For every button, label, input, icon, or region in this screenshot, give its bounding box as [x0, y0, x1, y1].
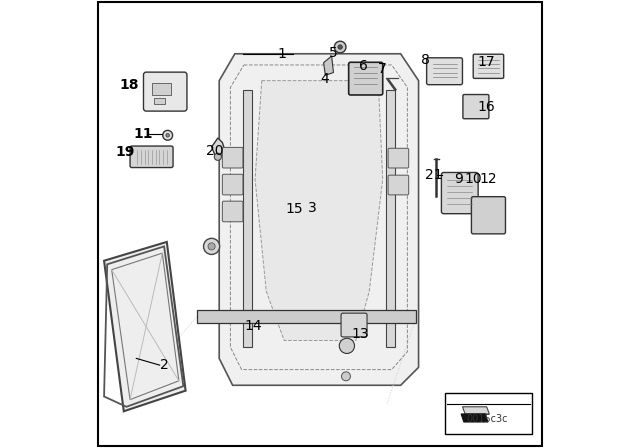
FancyBboxPatch shape	[222, 201, 243, 222]
FancyBboxPatch shape	[473, 54, 504, 78]
Text: 18: 18	[120, 78, 139, 92]
FancyBboxPatch shape	[130, 146, 173, 168]
Text: 11: 11	[133, 127, 153, 142]
Text: 0015c3c: 0015c3c	[467, 414, 508, 424]
Text: 8: 8	[421, 53, 429, 67]
Text: 4: 4	[321, 72, 330, 86]
Text: 21: 21	[426, 168, 443, 182]
Text: 20: 20	[205, 144, 223, 159]
Polygon shape	[461, 414, 488, 422]
Text: 6: 6	[360, 59, 369, 73]
Polygon shape	[104, 242, 186, 411]
Text: 3: 3	[308, 201, 317, 215]
Circle shape	[214, 153, 221, 160]
Bar	[445, 393, 532, 434]
Bar	[152, 83, 171, 95]
Bar	[154, 98, 165, 104]
Polygon shape	[220, 54, 419, 385]
Polygon shape	[255, 81, 383, 340]
FancyBboxPatch shape	[222, 174, 243, 195]
FancyBboxPatch shape	[341, 313, 367, 337]
Circle shape	[342, 372, 351, 381]
Polygon shape	[324, 56, 333, 75]
FancyBboxPatch shape	[388, 175, 409, 195]
FancyBboxPatch shape	[222, 147, 243, 168]
Polygon shape	[243, 90, 252, 347]
FancyBboxPatch shape	[442, 172, 478, 214]
FancyBboxPatch shape	[349, 62, 383, 95]
Text: 12: 12	[479, 172, 497, 186]
Text: 19: 19	[115, 145, 134, 159]
Circle shape	[166, 134, 170, 137]
Circle shape	[163, 130, 173, 140]
Circle shape	[339, 338, 355, 353]
FancyBboxPatch shape	[143, 72, 187, 111]
Circle shape	[204, 238, 220, 254]
Circle shape	[334, 41, 346, 53]
Text: 9: 9	[454, 172, 463, 186]
Text: 17: 17	[478, 55, 495, 69]
Polygon shape	[387, 90, 396, 347]
Text: 2: 2	[160, 358, 168, 372]
Text: 15: 15	[285, 202, 303, 216]
Polygon shape	[212, 138, 226, 158]
Polygon shape	[197, 310, 417, 323]
Circle shape	[208, 243, 215, 250]
Text: 7: 7	[378, 61, 386, 76]
FancyBboxPatch shape	[388, 148, 409, 168]
FancyBboxPatch shape	[427, 58, 463, 85]
FancyBboxPatch shape	[472, 197, 506, 234]
Polygon shape	[463, 407, 490, 414]
Text: 10: 10	[465, 172, 482, 186]
Circle shape	[338, 45, 342, 49]
Text: 1: 1	[278, 47, 286, 61]
Text: 5: 5	[329, 46, 338, 60]
Text: 16: 16	[478, 99, 495, 114]
Text: 14: 14	[245, 319, 262, 333]
FancyBboxPatch shape	[463, 95, 489, 119]
Text: 13: 13	[351, 327, 369, 341]
